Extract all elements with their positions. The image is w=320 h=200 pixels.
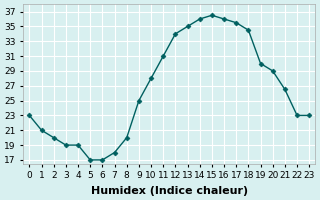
- X-axis label: Humidex (Indice chaleur): Humidex (Indice chaleur): [91, 186, 248, 196]
